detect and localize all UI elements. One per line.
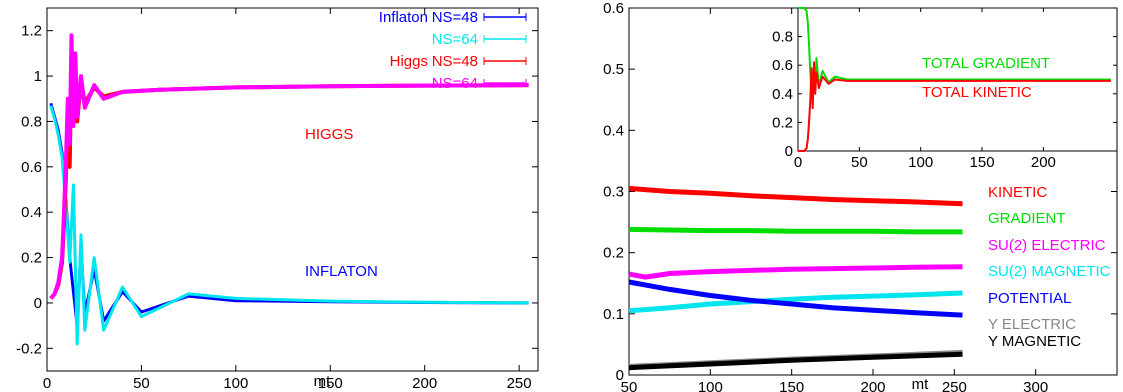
annotation-higgs: HIGGS (305, 126, 353, 143)
x-axis-label: mt (912, 376, 929, 392)
y-tick-label: 0.3 (603, 184, 624, 201)
x-tick-label: 100 (223, 375, 248, 392)
y-tick-label: 0.8 (21, 113, 42, 130)
x-axis-label: mt (314, 373, 331, 390)
y-tick-label: 0.5 (603, 61, 624, 78)
y-tick-label: 0 (34, 295, 42, 312)
x-tick-label: 250 (507, 375, 532, 392)
y-tick-label: 0.6 (603, 0, 624, 17)
legend-entry-label: NS=48 (432, 9, 478, 26)
inset-y-tick-label: 0.6 (772, 57, 793, 74)
legend-group-label: Higgs (390, 53, 428, 70)
y-tick-label: 0.1 (603, 306, 624, 323)
x-tick-label: 100 (698, 379, 723, 392)
inset-y-tick-label: 0.2 (772, 114, 793, 131)
annotation-label: SU(2) MAGNETIC (988, 263, 1111, 280)
inset-series-line-1 (798, 61, 1111, 152)
x-tick-label: 50 (133, 375, 150, 392)
inset-x-tick-label: 100 (908, 154, 933, 171)
left-chart: 0 50 100 150 200 250 -0.2 0 0.2 0.4 0.6 0.8 1 1.2 mt In… (16, 7, 539, 392)
x-tick-label: 150 (779, 379, 804, 392)
series-line-4 (628, 279, 963, 318)
y-tick-label: 1.2 (21, 23, 42, 40)
annotation-label: SU(2) ELECTRIC (988, 237, 1106, 254)
inset-plot-frame (797, 7, 1118, 152)
x-tick-label: 0 (43, 375, 51, 392)
x-tick-label: 300 (1023, 379, 1048, 392)
annotation-label: Y MAGNETIC (988, 333, 1081, 350)
annotation-label: GRADIENT (988, 210, 1066, 227)
x-tick-label: 200 (860, 379, 885, 392)
inset-x-tick-label: 0 (794, 154, 802, 171)
legend-entry-label: NS=64 (432, 31, 478, 48)
y-tick-label: 0.4 (603, 122, 624, 139)
annotation-inflaton: INFLATON (305, 263, 378, 280)
x-tick-label: 150 (318, 375, 343, 392)
x-tick-label: 50 (621, 379, 638, 392)
inset-x-tick-label: 200 (1031, 154, 1056, 171)
inset-y-tick-label: 0.8 (772, 29, 793, 46)
series-line-0 (628, 185, 963, 207)
annotation-label: KINETIC (988, 184, 1047, 201)
y-tick-label: 0.2 (603, 245, 624, 262)
y-tick-label: 0 (616, 367, 624, 384)
series-line-3 (49, 33, 529, 300)
y-tick-label: -0.2 (16, 340, 42, 357)
annotation-label: Y ELECTRIC (988, 316, 1076, 333)
right-chart: 50 100 150 200 250 300 0 0.1 0.2 0.3 0.4 0.5 0.6 mt KI… (603, 0, 1118, 392)
series-line-1 (628, 226, 963, 235)
series-line-2 (628, 264, 963, 280)
annotation-label: POTENTIAL (988, 290, 1071, 307)
y-tick-label: 0.2 (21, 250, 42, 267)
x-tick-label: 200 (412, 375, 437, 392)
legend-entry-label: NS=48 (432, 53, 478, 70)
legend-group-label: Inflaton (379, 9, 428, 26)
y-tick-label: 0.4 (21, 204, 42, 221)
series-line-6 (628, 351, 963, 371)
inset-x-tick-label: 50 (851, 154, 868, 171)
series-line-1 (49, 105, 529, 346)
series-line-3 (628, 290, 963, 314)
inset-x-tick-label: 150 (970, 154, 995, 171)
legend-entry-label: NS=64 (432, 75, 478, 92)
y-tick-label: 1 (34, 68, 42, 85)
inset-y-tick-label: 0.4 (772, 86, 793, 103)
x-tick-label: 250 (942, 379, 967, 392)
series-line-0 (49, 102, 529, 328)
inset-y-tick-label: 0 (785, 143, 793, 160)
inset-annotation-label: TOTAL KINETIC (922, 84, 1032, 101)
y-tick-label: 0.6 (21, 159, 42, 176)
inset-annotation-label: TOTAL GRADIENT (922, 55, 1050, 72)
plot-frame (46, 7, 539, 372)
